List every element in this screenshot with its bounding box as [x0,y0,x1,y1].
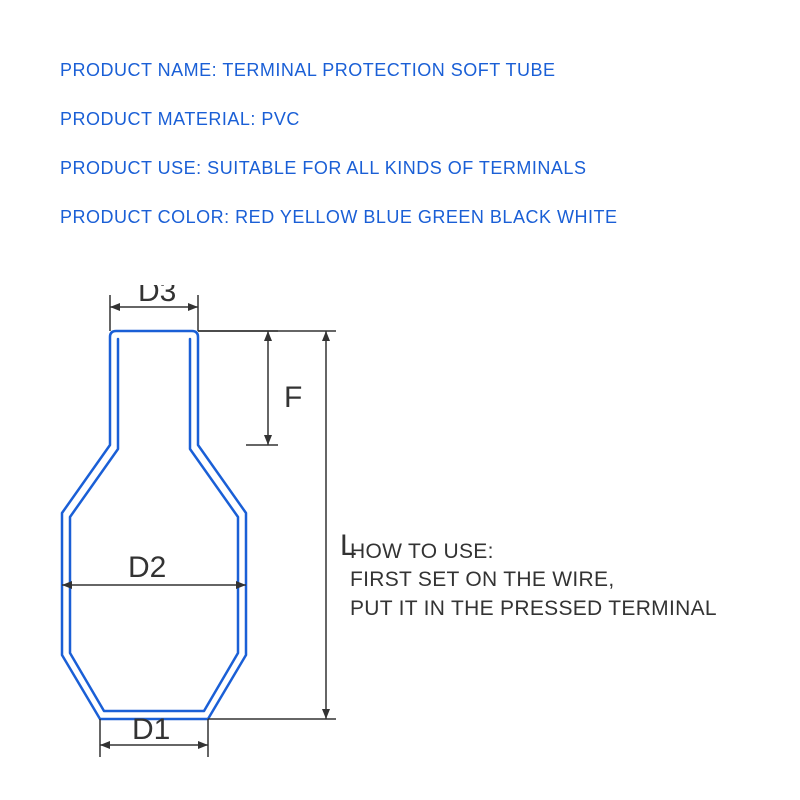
spec-use: PRODUCT USE: SUITABLE FOR ALL KINDS OF T… [60,158,617,179]
technical-diagram: D3 F L D2 [40,285,380,765]
spec-material: PRODUCT MATERIAL: PVC [60,109,617,130]
tube-outline-svg: D3 F L D2 [40,285,380,765]
product-specs: PRODUCT NAME: TERMINAL PROTECTION SOFT T… [60,60,617,256]
howto-line2: PUT IT IN THE PRESSED TERMINAL [350,595,717,623]
howto-title: HOW TO USE: [350,538,717,566]
label-d3: D3 [138,285,176,308]
how-to-use: HOW TO USE: FIRST SET ON THE WIRE, PUT I… [350,538,717,623]
spec-color: PRODUCT COLOR: RED YELLOW BLUE GREEN BLA… [60,207,617,228]
label-d1: D1 [132,713,170,746]
label-f: F [284,381,302,414]
howto-line1: FIRST SET ON THE WIRE, [350,566,717,594]
label-d2: D2 [128,551,166,584]
spec-name: PRODUCT NAME: TERMINAL PROTECTION SOFT T… [60,60,617,81]
